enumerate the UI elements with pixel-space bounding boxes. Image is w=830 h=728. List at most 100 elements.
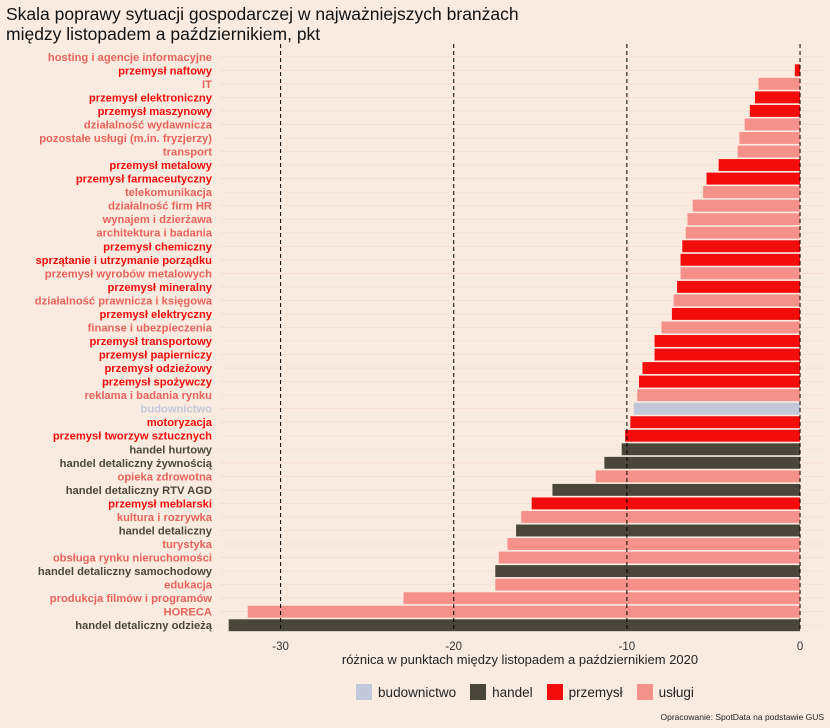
legend-label-przemysl: przemysł — [568, 684, 623, 700]
category-label: handel detaliczny odzieżą — [75, 620, 213, 632]
legend-label-handel: handel — [492, 684, 533, 700]
category-label: przemysł transportowy — [90, 336, 213, 348]
category-label: handel detaliczny — [119, 525, 213, 537]
bar — [621, 443, 801, 456]
bar — [531, 497, 801, 510]
category-label: przemysł elektroniczny — [89, 92, 213, 104]
bar — [495, 578, 801, 591]
category-label: HORECA — [164, 607, 212, 619]
chart-title-line-2: między listopadem a październikiem, pkt — [6, 24, 321, 44]
bar — [247, 605, 801, 618]
category-label: przemysł naftowy — [118, 65, 213, 77]
category-label: pozostałe usługi (m.in. fryzjerzy) — [39, 133, 212, 145]
legend-key-handel — [470, 684, 487, 700]
category-label: przemysł farmaceutyczny — [76, 174, 213, 186]
bar — [625, 429, 801, 442]
bar — [737, 145, 801, 158]
legend-item-przemysl: przemysł — [546, 684, 623, 700]
category-label: działalność wydawnicza — [84, 119, 213, 131]
bar — [718, 159, 801, 172]
category-label: przemysł mineralny — [108, 282, 213, 294]
bar — [639, 375, 801, 388]
category-label: handel detaliczny żywnością — [60, 458, 213, 470]
bar — [677, 280, 801, 293]
category-label: przemysł odzieżowy — [104, 363, 212, 375]
x-tick-label: -10 — [619, 641, 636, 653]
legend-key-uslugi — [636, 684, 653, 700]
category-label: edukacja — [164, 580, 213, 592]
category-label: przemysł maszynowy — [98, 106, 213, 118]
bar — [595, 470, 801, 483]
legend-label-budownictwo: budownictwo — [378, 684, 457, 700]
bar — [685, 226, 801, 239]
category-label: hosting i agencje informacyjne — [48, 52, 212, 64]
category-label: opieka zdrowotna — [118, 471, 213, 483]
bar — [673, 294, 801, 307]
category-label: telekomunikacja — [125, 187, 213, 199]
category-label: przemysł tworzyw sztucznych — [53, 431, 212, 443]
chart-title: Skala poprawy sytuacji gospodarczej w na… — [6, 4, 519, 44]
category-label: sprzątanie i utrzymanie porządku — [35, 255, 212, 267]
bar — [739, 132, 801, 144]
category-label: motoryzacja — [147, 417, 213, 429]
category-label: działalność prawnicza i księgowa — [35, 295, 213, 307]
bar — [498, 551, 801, 564]
x-tick-label: 0 — [797, 641, 803, 653]
bar — [654, 348, 801, 361]
category-label: architektura i badania — [96, 228, 212, 240]
bar — [682, 240, 801, 253]
x-tick-label: -30 — [272, 641, 289, 653]
category-label: handel hurtowy — [129, 444, 212, 456]
source-caption: Opracowanie: SpotData na podstawie GUS — [660, 712, 824, 722]
chart-title-line-1: Skala poprawy sytuacji gospodarczej w na… — [6, 4, 519, 24]
category-label: wynajem i dzierżawa — [102, 214, 213, 226]
bar — [680, 267, 801, 280]
bar — [633, 402, 801, 415]
legend-key-przemysl — [546, 684, 563, 700]
bar — [794, 64, 801, 77]
bar — [642, 362, 801, 375]
bar — [749, 104, 801, 117]
bar — [630, 416, 801, 429]
bar — [495, 565, 801, 578]
legend: budownictwo handel przemysł usługi — [0, 684, 830, 700]
bar — [521, 510, 801, 523]
category-label: przemysł papierniczy — [99, 350, 213, 362]
bar — [604, 456, 801, 469]
category-label: handel detaliczny RTV AGD — [66, 485, 212, 497]
legend-item-handel: handel — [470, 684, 533, 700]
legend-item-budownictwo: budownictwo — [356, 684, 456, 700]
category-label: przemysł meblarski — [108, 498, 212, 510]
bar — [516, 524, 801, 537]
bar — [706, 172, 801, 185]
bar — [552, 483, 801, 496]
legend-item-uslugi: usługi — [636, 684, 694, 700]
bar — [680, 253, 801, 266]
category-label: finanse i ubezpieczenia — [88, 322, 213, 334]
category-label: przemysł elektryczny — [99, 309, 212, 321]
bar — [228, 619, 801, 632]
category-label: budownictwo — [141, 404, 213, 416]
bar — [661, 321, 801, 334]
category-label: przemysł wyrobów metalowych — [45, 268, 212, 280]
bar — [654, 335, 801, 347]
category-label: przemysł chemiczny — [103, 241, 213, 253]
bar — [637, 389, 801, 402]
x-tick-label: -20 — [445, 641, 462, 653]
bar — [755, 91, 801, 104]
category-label: obsługa rynku nieruchomości — [53, 553, 212, 565]
category-label: reklama i badania rynku — [85, 390, 213, 402]
bar — [758, 77, 801, 90]
bar — [744, 118, 801, 131]
bar — [703, 186, 801, 199]
category-label: kultura i rozrywka — [117, 512, 213, 524]
bar — [671, 307, 801, 320]
category-label: przemysł spożywczy — [102, 377, 213, 389]
category-label: handel detaliczny samochodowy — [38, 566, 213, 578]
category-label: produkcja filmów i programów — [50, 593, 213, 605]
bar — [507, 538, 801, 550]
category-label: turystyka — [162, 539, 213, 551]
bar — [403, 592, 801, 605]
category-label: przemysł metalowy — [109, 160, 212, 172]
